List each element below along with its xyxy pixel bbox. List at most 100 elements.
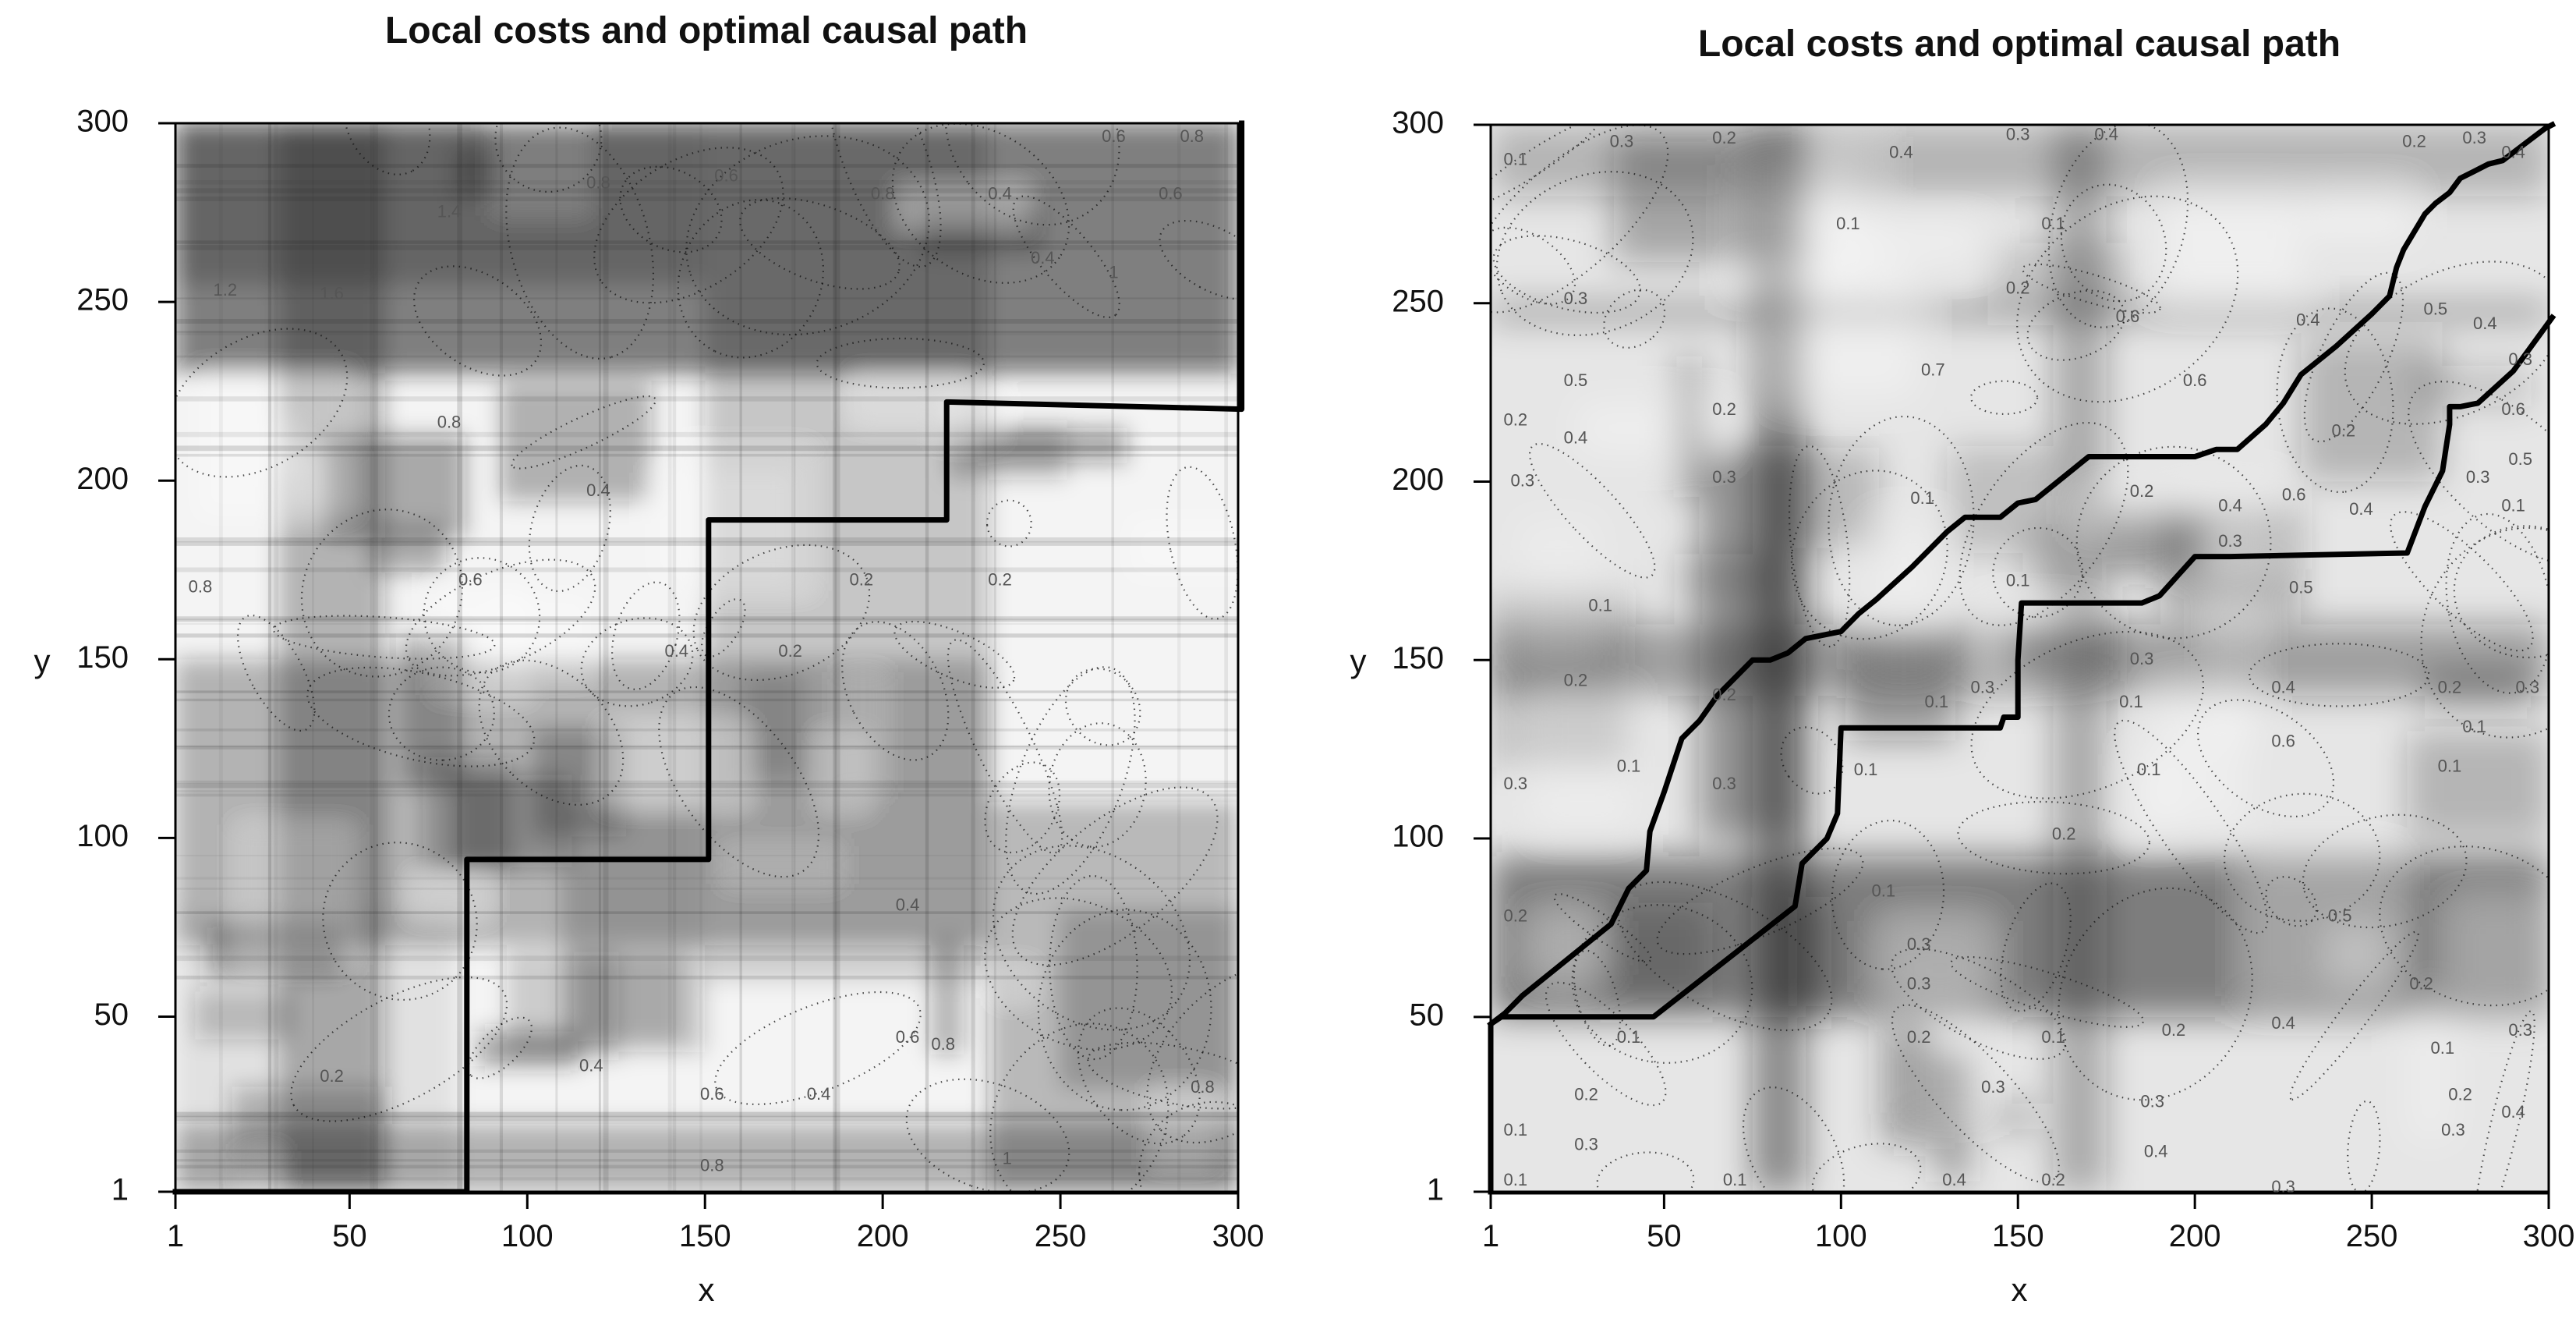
contour-line: [1970, 630, 2205, 799]
contour-label: 0.5: [2508, 449, 2532, 469]
heatmap-cell: [195, 991, 292, 1040]
heatmap-cell: [930, 939, 964, 1054]
contour-line: [494, 123, 603, 193]
contour-label: 0.3: [2218, 531, 2242, 551]
contour-label: 0.6: [2183, 370, 2207, 390]
y-tick-label: 100: [76, 819, 129, 853]
contour-line: [1012, 195, 1120, 319]
contour-label: 0.3: [1564, 289, 1588, 308]
contour-label: 0.5: [2423, 299, 2447, 319]
heatmap-cell: [1613, 134, 1763, 262]
contour-label: 0.4: [2094, 125, 2118, 144]
contour-line: [984, 897, 1173, 1051]
left-heatmap: [175, 123, 1238, 1192]
y-tick-label: 50: [94, 998, 129, 1032]
y-tick-label: 1: [1427, 1173, 1444, 1207]
contour-label: 0.3: [1574, 1134, 1598, 1154]
contour-label: 0.1: [1617, 756, 1641, 775]
heatmap-cell: [1060, 909, 1238, 1089]
contour-label: 0.3: [1503, 774, 1527, 793]
contour-label: 0.4: [896, 895, 920, 914]
y-tick-label: 50: [1410, 998, 1445, 1032]
contour-label: 0.2: [1712, 685, 1736, 704]
contour-label: 0.2: [1564, 671, 1588, 690]
x-tick-label: 300: [2523, 1219, 2575, 1253]
contour-label: 0.3: [1511, 470, 1535, 490]
contour-label: 0.1: [1588, 595, 1612, 615]
heatmap-cell: [1675, 356, 1704, 496]
heatmap-cell: [198, 370, 351, 516]
optimal-path-line: [1488, 314, 2557, 1195]
x-tick-label: 300: [1212, 1219, 1265, 1253]
contour-label: 0.4: [2501, 142, 2525, 161]
contour-label: 0.8: [871, 183, 895, 203]
contour-line: [1596, 1151, 1695, 1192]
contour-label: 0.2: [1503, 410, 1527, 430]
contour-label: 0.3: [1712, 774, 1736, 793]
heatmap-cell: [2022, 526, 2071, 598]
contour-line: [467, 1016, 533, 1079]
contour-label: 0.6: [896, 1027, 920, 1047]
y-tick-label: 1: [111, 1173, 129, 1207]
contour-label: 0.2: [778, 641, 802, 661]
heatmap-cell: [1533, 694, 1632, 831]
heatmap-cell: [2301, 338, 2443, 482]
contour-label: 0.2: [2331, 420, 2355, 440]
contour-label: 0.8: [931, 1034, 955, 1054]
contour-label: 0.4: [586, 480, 610, 500]
heatmap-cell: [1882, 1026, 1934, 1145]
contour-line: [826, 123, 942, 268]
x-tick-label: 50: [332, 1219, 367, 1253]
contour-line: [893, 620, 1016, 689]
contour-label: 0.2: [2052, 824, 2076, 843]
contour-line: [387, 666, 495, 761]
contour-label: 0.7: [1921, 360, 1945, 380]
contour-label: 0.1: [1925, 692, 1949, 711]
contour-line: [290, 976, 508, 1122]
contour-label: 0.2: [2041, 1170, 2065, 1189]
heatmap-cell: [1491, 303, 2549, 321]
heatmap-cell: [1987, 243, 2132, 311]
chart-title: Local costs and optimal causal path: [1698, 23, 2341, 65]
heatmap-cell: [1534, 915, 1604, 977]
contour-label: 0.2: [2448, 1084, 2472, 1104]
x-tick-label: 200: [857, 1219, 909, 1253]
heatmap-cell: [2408, 991, 2454, 1141]
contour-label: 0.5: [2289, 578, 2313, 597]
contour-label: 0.1: [1503, 150, 1527, 169]
x-tick-label: 150: [679, 1219, 731, 1253]
contour-line: [1166, 466, 1238, 620]
contour-label: 0.4: [1889, 142, 1913, 161]
heatmap-cell: [604, 725, 748, 806]
heatmap-cell: [1937, 1051, 1969, 1182]
contour-label: 0.1: [2006, 570, 2030, 590]
contour-line: [714, 991, 922, 1106]
contour-label: 0.1: [2041, 214, 2065, 233]
contour-line: [272, 615, 496, 660]
contour-label: 0.2: [2402, 132, 2426, 151]
contour-label: 0.1: [2041, 1027, 2065, 1047]
heatmap-cell: [506, 950, 619, 1059]
contour-line: [2197, 699, 2335, 818]
heatmap-cell: [175, 123, 706, 285]
contour-line: [1159, 219, 1238, 300]
contour-label: 0.4: [1031, 248, 1055, 268]
left-panel: Local costs and optimal causal path 0.2 0…: [34, 10, 1265, 1308]
y-tick-label: 300: [76, 105, 129, 139]
heatmap-cell: [1837, 225, 1982, 259]
contour-label: 0.3: [2515, 678, 2539, 697]
contour-line: [2058, 887, 2253, 1101]
contour-label: 0.6: [700, 1084, 724, 1104]
x-tick-label: 1: [1482, 1219, 1499, 1253]
contour-line: [1146, 963, 1238, 1144]
contour-line: [2016, 195, 2239, 403]
contour-label: 0.1: [2438, 756, 2462, 775]
contour-label: 0.1: [1503, 1120, 1527, 1139]
contour-label: 0.2: [1712, 128, 1736, 147]
contour-label: 0.8: [189, 576, 213, 596]
contour-line: [739, 197, 901, 290]
contour-label: 1.4: [437, 201, 462, 221]
contour-label: 0.6: [2116, 307, 2140, 326]
contour-line: [2390, 511, 2534, 652]
contour-label: 0.4: [2144, 1141, 2168, 1161]
